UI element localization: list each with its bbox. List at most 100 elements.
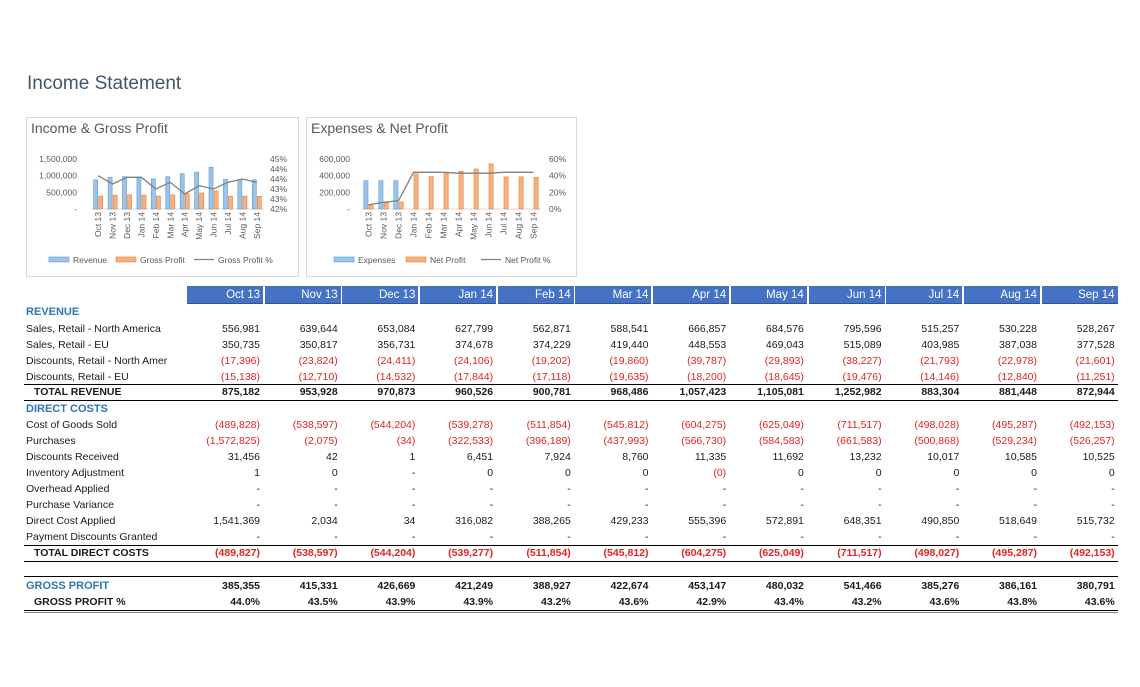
cell-value: (22,978) <box>997 355 1037 367</box>
cell-value: 1 <box>409 451 416 463</box>
x-tick-label: Jul 14 <box>223 212 233 235</box>
cell-value: 43.6% <box>1084 596 1115 608</box>
bar-gross-profit <box>170 194 176 210</box>
cell-value: 900,781 <box>532 386 571 398</box>
y-tick-label: 500,000 <box>46 187 77 197</box>
cell-value: 541,466 <box>843 580 882 592</box>
month-header-jan-14: Jan 14 <box>420 286 497 304</box>
row-label: Sales, Retail - North America <box>26 323 161 335</box>
x-tick-label: May 14 <box>194 212 204 240</box>
bar-revenue <box>237 179 243 210</box>
cell-value: (711,517) <box>837 419 882 431</box>
cell-value: (529,234) <box>992 435 1037 447</box>
cell-value: 374,229 <box>532 339 571 351</box>
y2-tick-label: 44% <box>270 174 287 184</box>
cell-value: 385,355 <box>222 580 260 592</box>
cell-value: 648,351 <box>843 515 882 527</box>
cell-value: 2,034 <box>311 515 338 527</box>
cell-value: (21,601) <box>1075 355 1115 367</box>
cell-value: (17,396) <box>220 355 260 367</box>
month-header-sep-14: Sep 14 <box>1041 286 1118 304</box>
cell-value: - <box>411 499 416 511</box>
cell-value: (23,824) <box>298 355 338 367</box>
cell-value: (511,854) <box>526 547 571 559</box>
cell-value: 490,850 <box>921 515 960 527</box>
cell-value: 1,541,369 <box>213 515 260 527</box>
section-header-revenue: REVENUE <box>24 304 1118 320</box>
legend-swatch <box>405 256 427 263</box>
x-tick-label: Oct 13 <box>364 212 374 237</box>
bar-gross-profit <box>141 194 147 210</box>
x-tick-label: Dec 13 <box>394 212 404 239</box>
bar-net-profit <box>443 173 449 210</box>
cell-value: 562,871 <box>532 323 571 335</box>
cell-value: - <box>878 499 882 511</box>
bar-gross-profit <box>242 195 248 210</box>
cell-value: 350,735 <box>222 339 260 351</box>
row-label: TOTAL DIRECT COSTS <box>34 547 149 559</box>
gross-divider <box>24 576 1118 577</box>
cell-value: - <box>411 531 416 543</box>
bar-gross-profit <box>112 194 118 210</box>
cell-value: (396,189) <box>525 435 571 447</box>
cell-value: (18,200) <box>687 371 727 383</box>
cell-value: (19,476) <box>842 371 882 383</box>
cell-value: (495,287) <box>992 547 1037 559</box>
cell-value: 1 <box>254 467 260 479</box>
bar-net-profit <box>503 176 509 210</box>
x-tick-label: Feb 14 <box>424 212 434 239</box>
cell-value: (538,597) <box>292 419 338 431</box>
y-tick-label: 600,000 <box>319 154 350 164</box>
cell-value: (625,049) <box>758 547 804 559</box>
cell-value: - <box>334 531 338 543</box>
table-row-sales-retail-north-america: Sales, Retail - North America 556,981 639,… <box>24 321 1118 337</box>
cell-value: (539,277) <box>448 547 494 559</box>
bar-net-profit <box>488 163 494 210</box>
x-tick-label: Jan 14 <box>409 212 419 238</box>
cell-value: 970,873 <box>377 386 416 398</box>
cell-value: 480,032 <box>765 580 804 592</box>
cell-value: (544,204) <box>370 547 416 559</box>
cell-value: (39,787) <box>687 355 727 367</box>
chart-title: Expenses & Net Profit <box>311 120 448 136</box>
cell-value: 666,857 <box>688 323 727 335</box>
section-header-direct-costs: DIRECT COSTS <box>24 401 1118 417</box>
x-tick-label: Jun 14 <box>209 212 219 238</box>
table-row-total-direct-costs: TOTAL DIRECT COSTS (489,827) (538,597) (544… <box>24 545 1118 561</box>
bar-revenue <box>223 179 228 210</box>
cell-value: (495,287) <box>992 419 1037 431</box>
y-tick-label: 200,000 <box>319 187 350 197</box>
bar-net-profit <box>458 170 464 210</box>
cell-value: 43.8% <box>1007 596 1037 608</box>
cell-value: 350,817 <box>299 339 338 351</box>
cell-value: 528,267 <box>1076 323 1115 335</box>
line-net-profit <box>368 171 534 206</box>
cell-value: (492,153) <box>1069 547 1115 559</box>
cell-value: 453,147 <box>688 580 727 592</box>
cell-value: - <box>256 499 261 511</box>
x-tick-label: Feb 14 <box>151 212 161 239</box>
cell-value: (489,827) <box>215 547 260 559</box>
row-label: GROSS PROFIT % <box>34 596 126 608</box>
total-divider <box>24 545 1118 546</box>
month-header-feb-14: Feb 14 <box>497 286 574 304</box>
page-title: Income Statement <box>27 73 182 94</box>
row-label: DIRECT COSTS <box>26 403 108 415</box>
legend-label: Net Profit % <box>505 255 551 265</box>
cell-value: - <box>567 483 571 495</box>
cell-value: 10,017 <box>927 451 960 463</box>
cell-value: - <box>722 531 727 543</box>
cell-value: 555,396 <box>688 515 727 527</box>
cell-value: (17,118) <box>532 371 571 383</box>
bar-net-profit <box>518 176 524 210</box>
cell-value: - <box>955 483 960 495</box>
y2-tick-label: 0% <box>549 204 562 214</box>
total-divider <box>24 561 1118 562</box>
month-header-nov-13: Nov 13 <box>264 286 341 304</box>
x-tick-label: Sep 14 <box>529 212 539 239</box>
bottom-border <box>24 612 1118 613</box>
x-tick-label: Oct 13 <box>93 212 103 237</box>
cell-value: - <box>1033 483 1038 495</box>
cell-value: (437,993) <box>603 435 649 447</box>
cell-value: (18,645) <box>764 371 804 383</box>
